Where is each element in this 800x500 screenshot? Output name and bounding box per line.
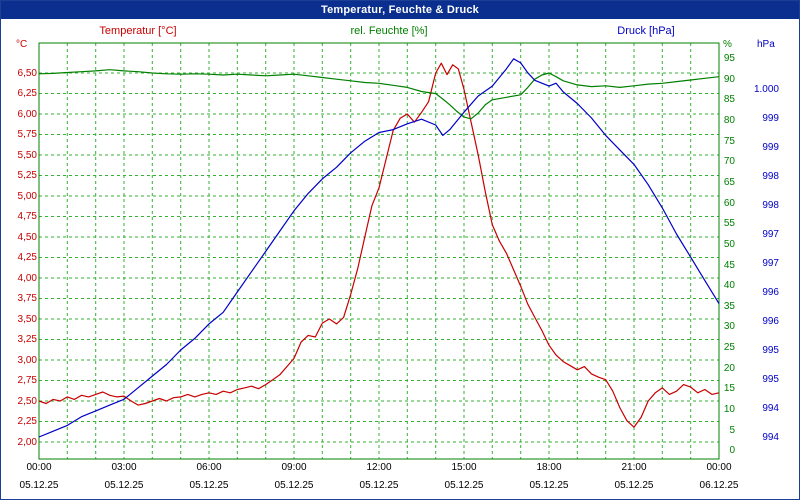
humidity-tick-label: 40 <box>723 280 735 292</box>
humidity-tick-label: 25 <box>723 342 735 354</box>
x-time-label: 15:00 <box>451 462 477 473</box>
humidity-tick-label: 35 <box>723 300 735 312</box>
temperature-tick-label: 4,00 <box>17 272 37 284</box>
temperature-tick-label: 5,00 <box>17 190 37 202</box>
temperature-tick-label: 3,00 <box>17 354 37 366</box>
temperature-tick-label: 6,50 <box>17 67 37 79</box>
pressure-tick-label: 995 <box>762 373 779 385</box>
temperature-tick-label: 6,25 <box>17 88 37 99</box>
x-date-label: 05.12.25 <box>19 480 59 491</box>
humidity-tick-label: 95 <box>723 53 735 64</box>
x-time-label: 09:00 <box>281 462 307 473</box>
x-date-label: 05.12.25 <box>529 480 569 491</box>
humidity-unit-label: % <box>723 39 732 50</box>
pressure-axis-title: Druck [hPa] <box>617 25 675 37</box>
pressure-tick-label: 995 <box>762 344 779 356</box>
temperature-tick-label: 5,50 <box>17 149 37 161</box>
pressure-tick-label: 996 <box>762 315 779 327</box>
humidity-tick-label: 80 <box>723 114 735 126</box>
humidity-tick-label: 75 <box>723 135 735 147</box>
x-time-label: 00:00 <box>26 462 52 473</box>
pressure-tick-label: 994 <box>762 402 779 414</box>
humidity-axis-title: rel. Feuchte [%] <box>350 25 428 37</box>
humidity-tick-label: 60 <box>723 197 735 209</box>
title-bar[interactable]: Temperatur, Feuchte & Druck <box>1 1 799 19</box>
pressure-tick-label: 998 <box>762 199 779 211</box>
humidity-series-line <box>38 69 720 120</box>
pressure-tick-label: 996 <box>762 286 779 298</box>
humidity-tick-label: 85 <box>723 94 735 106</box>
temperature-tick-label: 4,25 <box>17 252 37 263</box>
temperature-tick-label: 6,00 <box>17 108 37 120</box>
x-date-label: 05.12.25 <box>274 480 314 491</box>
temperature-axis-title: Temperatur [°C] <box>99 25 177 37</box>
x-date-label: 05.12.25 <box>189 480 229 491</box>
humidity-tick-label: 20 <box>723 362 735 374</box>
pressure-tick-label: 1.000 <box>753 83 779 95</box>
pressure-tick-label: 997 <box>762 228 779 240</box>
humidity-tick-label: 0 <box>729 445 735 457</box>
humidity-tick-label: 90 <box>723 73 735 85</box>
humidity-tick-label: 70 <box>723 156 735 168</box>
x-time-label: 03:00 <box>111 462 137 473</box>
x-date-label: 05.12.25 <box>104 480 144 491</box>
temperature-tick-label: 2,00 <box>17 436 37 448</box>
temperature-tick-label: 2,75 <box>17 375 37 386</box>
pressure-tick-label: 994 <box>762 431 779 443</box>
pressure-tick-label: 999 <box>762 112 779 124</box>
temperature-unit-label: °C <box>16 39 28 50</box>
temperature-tick-label: 4,75 <box>17 211 37 222</box>
x-time-label: 21:00 <box>621 462 647 473</box>
vertical-gridlines <box>66 43 692 459</box>
temperature-tick-label: 5,75 <box>17 129 37 140</box>
humidity-tick-label: 50 <box>723 238 735 250</box>
x-time-label: 18:00 <box>536 462 562 473</box>
humidity-tick-label: 10 <box>723 404 735 415</box>
pressure-unit-label: hPa <box>757 39 775 50</box>
pressure-tick-label: 998 <box>762 170 779 182</box>
temperature-tick-label: 3,25 <box>17 334 37 345</box>
pressure-tick-label: 999 <box>762 141 779 153</box>
temperature-series-line <box>38 62 720 428</box>
humidity-tick-label: 15 <box>723 383 735 395</box>
humidity-tick-label: 55 <box>723 218 735 230</box>
temperature-tick-label: 2,25 <box>17 416 37 427</box>
x-date-label: 05.12.25 <box>614 480 654 491</box>
humidity-tick-label: 65 <box>723 176 735 188</box>
plot-border <box>38 42 720 460</box>
temperature-tick-label: 3,50 <box>17 313 37 325</box>
pressure-tick-label: 997 <box>762 257 779 269</box>
humidity-tick-label: 30 <box>723 321 735 333</box>
pressure-series-line <box>38 58 720 438</box>
x-date-label: 05.12.25 <box>444 480 484 491</box>
temperature-tick-label: 5,25 <box>17 170 37 181</box>
x-date-label: 05.12.25 <box>359 480 399 491</box>
x-time-label: 12:00 <box>366 462 392 473</box>
temperature-tick-label: 4,50 <box>17 231 37 243</box>
humidity-tick-label: 45 <box>723 259 735 271</box>
humidity-tick-label: 5 <box>729 424 735 436</box>
x-date-label: 06.12.25 <box>699 480 739 491</box>
temperature-tick-label: 3,75 <box>17 293 37 304</box>
window-title: Temperatur, Feuchte & Druck <box>320 4 479 16</box>
temperature-tick-label: 2,50 <box>17 395 37 407</box>
x-time-label: 06:00 <box>196 462 222 473</box>
x-time-label: 00:00 <box>706 462 732 473</box>
